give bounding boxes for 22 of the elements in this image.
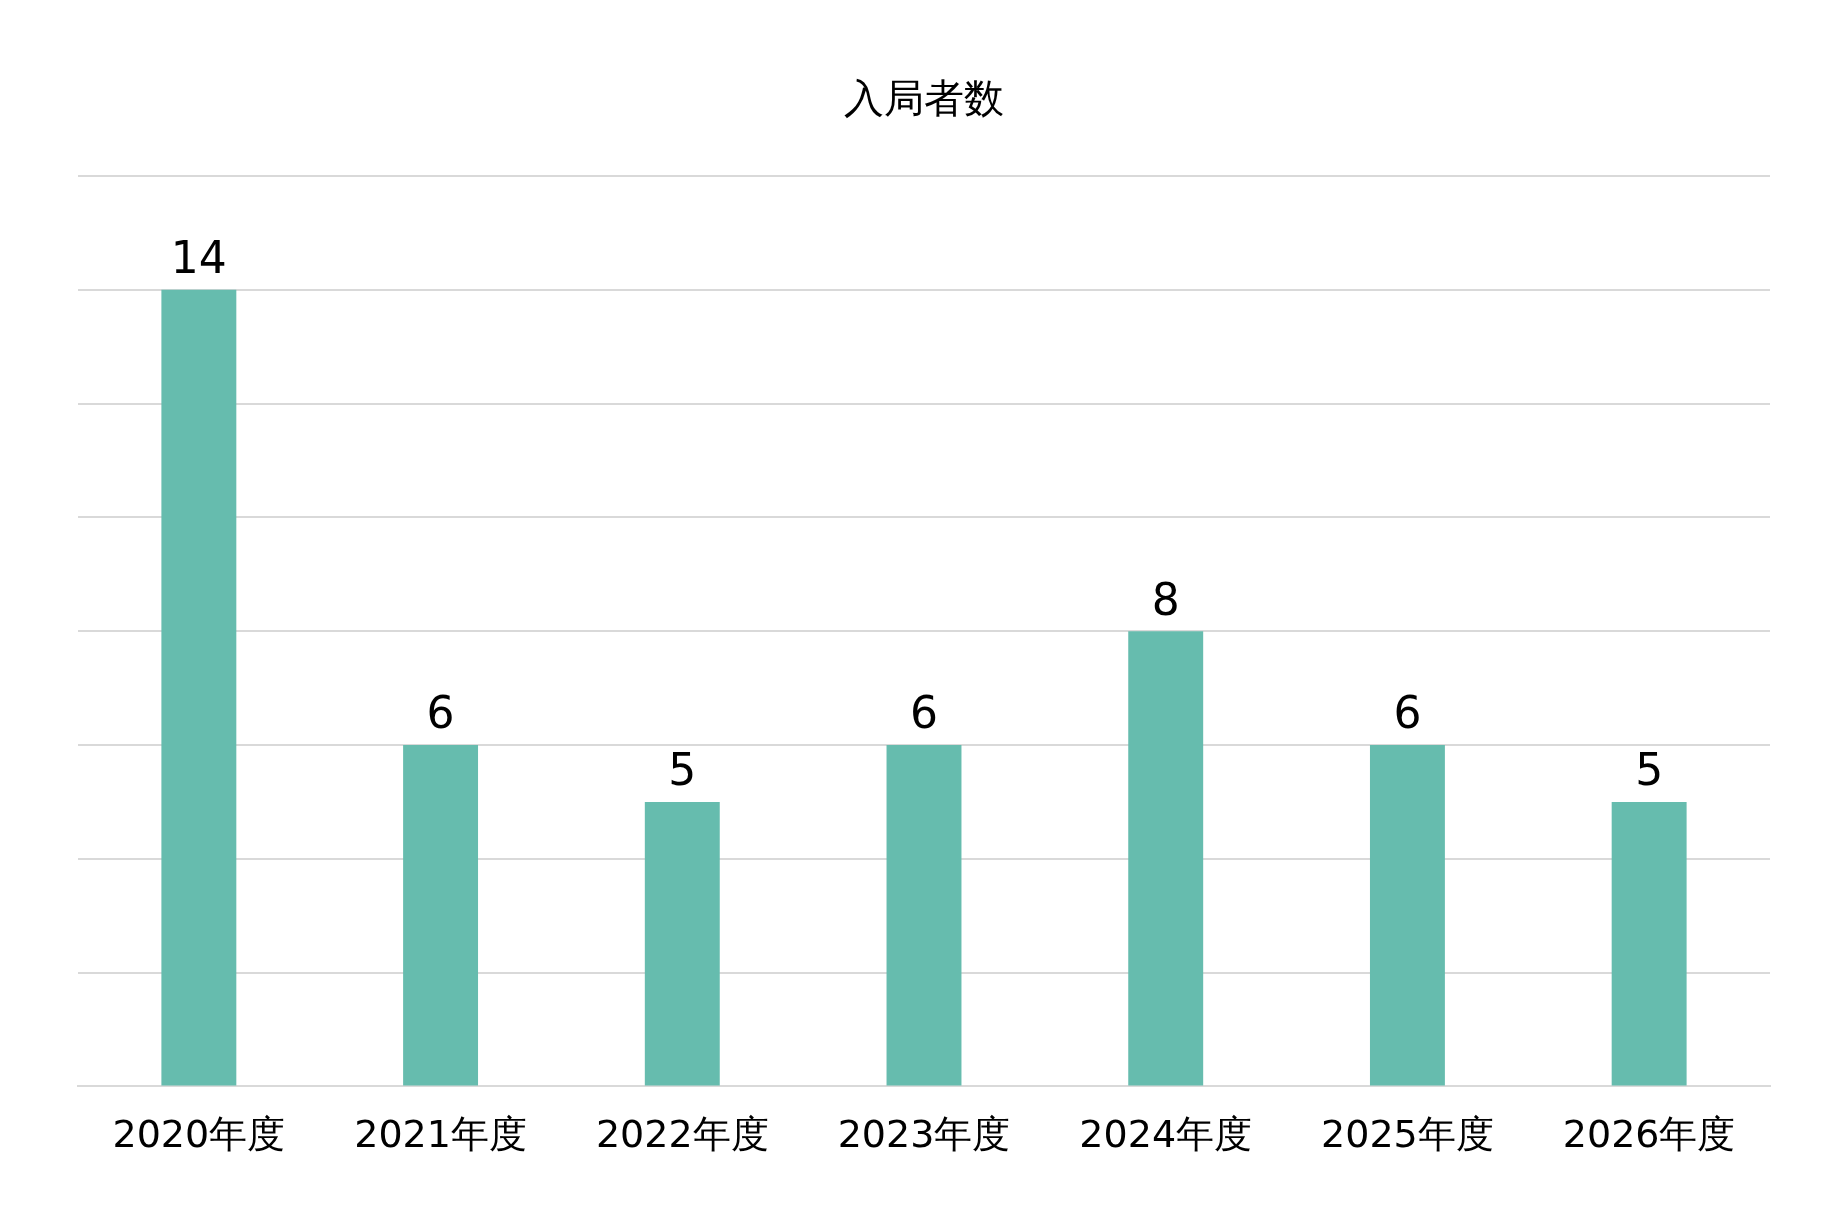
data-label: 6: [1393, 687, 1422, 739]
bar: [1611, 801, 1687, 1086]
chart-title: 入局者数: [844, 75, 1004, 122]
data-label: 8: [1151, 573, 1180, 625]
data-label: 5: [668, 744, 697, 796]
bar: [403, 745, 479, 1086]
bar: [644, 801, 720, 1086]
bar: [886, 745, 962, 1086]
x-tick-label: 2024年度: [1079, 1112, 1253, 1157]
data-label: 6: [426, 687, 455, 739]
data-label: 5: [1635, 744, 1664, 796]
x-tick-label: 2020年度: [112, 1112, 286, 1157]
bar: [161, 289, 237, 1086]
x-tick-label: 2022年度: [595, 1112, 769, 1157]
bar: [1369, 745, 1445, 1086]
data-label: 6: [910, 687, 938, 739]
x-tick-label: 2026年度: [1562, 1112, 1736, 1157]
x-tick-label: 2021年度: [354, 1112, 527, 1157]
bar: [1128, 631, 1204, 1086]
x-tick-label: 2025年度: [1321, 1112, 1494, 1157]
x-tick-label: 2023年度: [837, 1112, 1011, 1157]
data-label: 14: [170, 232, 227, 284]
